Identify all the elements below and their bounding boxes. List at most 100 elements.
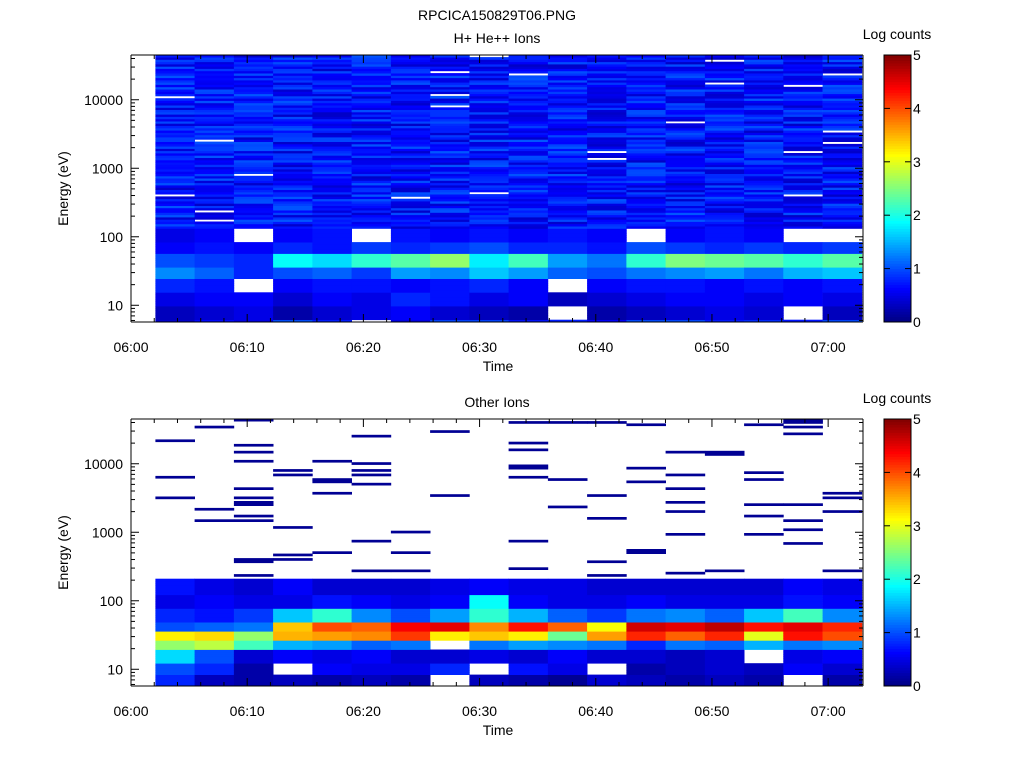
heatmap-cell: [665, 153, 706, 156]
heatmap-cell: [508, 464, 549, 468]
heatmap-cell: [312, 491, 352, 495]
heatmap-cell: [587, 255, 627, 259]
colorbar-segment: [884, 568, 911, 572]
heatmap-cell: [626, 226, 666, 229]
heatmap-cell: [626, 189, 666, 193]
x-tick-label: 06:30: [462, 703, 497, 719]
heatmap-cell: [704, 450, 745, 454]
colorbar-segment: [884, 576, 911, 580]
heatmap-cell: [233, 606, 274, 609]
heatmap-cell: [469, 299, 509, 302]
heatmap-cell: [390, 134, 431, 138]
heatmap-cell: [626, 132, 666, 136]
heatmap-cell: [312, 54, 352, 58]
heatmap-cell: [233, 255, 274, 259]
heatmap-cell: [587, 583, 627, 586]
heatmap-cell: [312, 306, 352, 309]
heatmap-cell: [312, 590, 352, 593]
heatmap-cell: [783, 663, 823, 666]
colorbar-segment: [884, 108, 911, 112]
colorbar-segment: [884, 499, 911, 503]
heatmap-cell: [430, 624, 470, 627]
heatmap-cell: [783, 274, 823, 277]
heatmap-cell: [469, 116, 509, 120]
heatmap-cell: [547, 603, 588, 607]
heatmap-cell: [744, 253, 784, 257]
heatmap-cell: [351, 308, 392, 311]
heatmap-cell: [665, 146, 706, 149]
heatmap-cell: [626, 287, 666, 291]
heatmap-cell: [469, 594, 509, 598]
heatmap-cell: [390, 242, 431, 245]
heatmap-cell: [194, 606, 235, 609]
heatmap-cell: [547, 150, 588, 154]
heatmap-cell: [665, 70, 706, 74]
heatmap-cell: [783, 253, 823, 257]
heatmap-cell: [508, 127, 549, 131]
heatmap-cell: [430, 203, 470, 206]
heatmap-cell: [312, 64, 352, 67]
heatmap-cell: [233, 105, 274, 108]
colorbar-segment: [884, 303, 911, 307]
heatmap-cell: [233, 633, 274, 637]
heatmap-cell: [626, 155, 666, 158]
heatmap-cell: [194, 212, 235, 216]
colorbar-segment: [884, 651, 911, 655]
heatmap-cell: [194, 672, 235, 675]
heatmap-cell: [273, 287, 313, 291]
heatmap-cell: [194, 201, 235, 204]
heatmap-cell: [822, 244, 863, 248]
heatmap-cell: [312, 79, 352, 83]
heatmap-cell: [704, 656, 745, 659]
heatmap-cell: [587, 587, 627, 591]
heatmap-cell: [508, 475, 549, 479]
heatmap-cell: [704, 244, 745, 248]
heatmap-cell: [587, 494, 627, 497]
heatmap-cell: [273, 102, 313, 106]
heatmap-cell: [155, 121, 195, 124]
heatmap-cell: [822, 125, 863, 129]
heatmap-cell: [704, 166, 745, 170]
heatmap-cell: [665, 253, 706, 257]
heatmap-cell: [351, 98, 392, 101]
heatmap-cell: [194, 127, 235, 131]
heatmap-cell: [273, 155, 313, 158]
heatmap-cell: [312, 299, 352, 302]
heatmap-cell: [233, 601, 274, 605]
colorbar-segment: [884, 63, 911, 67]
heatmap-cell: [430, 626, 470, 630]
heatmap-cell: [704, 292, 745, 295]
heatmap-cell: [783, 262, 823, 266]
heatmap-cell: [783, 127, 823, 131]
heatmap-cell: [547, 592, 588, 596]
heatmap-cell: [390, 635, 431, 639]
heatmap-cell: [155, 262, 195, 266]
heatmap-cell: [312, 139, 352, 142]
heatmap-cell: [587, 89, 627, 92]
heatmap-cell: [351, 267, 392, 270]
heatmap-cell: [508, 130, 549, 133]
heatmap-cell: [469, 198, 509, 202]
heatmap-cell: [508, 628, 549, 632]
heatmap-cell: [233, 118, 274, 122]
heatmap-cell: [194, 194, 235, 197]
heatmap-cell: [430, 278, 470, 282]
heatmap-cell: [704, 649, 745, 653]
heatmap-cell: [587, 248, 627, 252]
heatmap-cell: [390, 146, 431, 149]
heatmap-cell: [312, 610, 352, 614]
heatmap-cell: [390, 551, 431, 554]
heatmap-cell: [665, 182, 706, 186]
heatmap-cells: [155, 418, 863, 687]
heatmap-cell: [469, 217, 509, 220]
heatmap-cell: [626, 308, 666, 311]
heatmap-cell: [155, 189, 195, 193]
heatmap-cell: [822, 640, 863, 643]
heatmap-cell: [194, 107, 235, 110]
heatmap-cell: [233, 169, 274, 172]
heatmap-cell: [351, 246, 392, 250]
heatmap-cell: [822, 622, 863, 625]
heatmap-cell: [155, 303, 195, 307]
heatmap-cell: [194, 683, 235, 687]
heatmap-cell: [155, 596, 195, 600]
